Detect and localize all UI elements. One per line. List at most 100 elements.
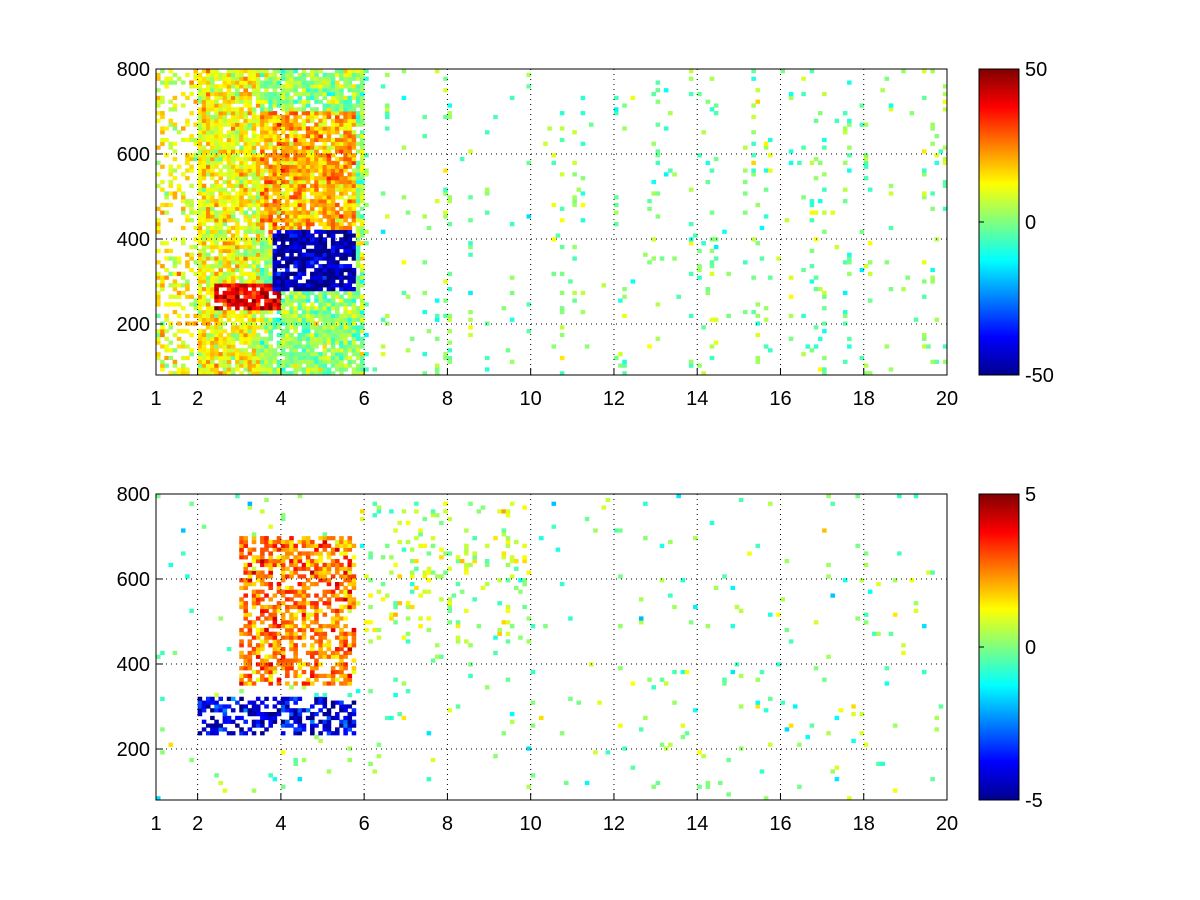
heatmap-cell xyxy=(322,210,328,215)
heatmap-cell xyxy=(351,256,357,261)
heatmap-cell xyxy=(318,172,323,177)
heatmap-cell xyxy=(622,103,627,108)
heatmap-cell xyxy=(314,95,319,101)
heatmap-cell xyxy=(280,352,286,357)
heatmap-cell xyxy=(272,218,278,223)
heatmap-cell xyxy=(272,715,278,721)
heatmap-cell xyxy=(505,348,511,353)
heatmap-cell xyxy=(230,313,236,319)
heatmap-cell xyxy=(310,76,315,81)
heatmap-cell xyxy=(339,137,344,143)
heatmap-cell xyxy=(226,107,232,112)
heatmap-cell xyxy=(239,551,244,556)
heatmap-cell xyxy=(289,302,294,307)
heatmap-cell xyxy=(443,501,448,506)
heatmap-cell xyxy=(164,210,169,215)
heatmap-cell xyxy=(301,662,307,667)
heatmap-cell xyxy=(343,202,348,208)
heatmap-cell xyxy=(197,225,203,231)
heatmap-cell xyxy=(393,612,398,617)
heatmap-cell xyxy=(226,352,232,357)
heatmap-cell xyxy=(280,555,286,560)
heatmap-cell xyxy=(197,371,203,376)
heatmap-cell xyxy=(310,283,315,288)
heatmap-cell xyxy=(709,271,715,276)
heatmap-cell xyxy=(743,260,748,265)
heatmap-cell xyxy=(326,769,332,774)
heatmap-cell xyxy=(197,248,203,254)
heatmap-cell xyxy=(276,95,282,101)
heatmap-cell xyxy=(347,578,353,583)
heatmap-cell xyxy=(347,355,353,361)
heatmap-cell xyxy=(384,214,390,219)
heatmap-cell xyxy=(326,233,332,238)
heatmap-cell xyxy=(305,681,311,686)
heatmap-cell xyxy=(276,559,282,564)
heatmap-cell xyxy=(285,631,290,636)
heatmap-cell xyxy=(355,88,361,93)
heatmap-cell xyxy=(226,248,232,254)
heatmap-cell xyxy=(260,84,265,89)
heatmap-cell xyxy=(347,88,353,93)
heatmap-cell xyxy=(285,275,290,280)
heatmap-cell xyxy=(218,321,224,326)
heatmap-cell xyxy=(243,562,248,568)
heatmap-cell xyxy=(343,332,348,338)
heatmap-cell xyxy=(339,244,344,250)
heatmap-cell xyxy=(289,222,294,227)
heatmap-cell xyxy=(289,666,294,671)
heatmap-cell xyxy=(788,336,794,341)
heatmap-cell xyxy=(260,95,265,101)
heatmap-cell xyxy=(347,137,353,143)
heatmap-cell xyxy=(205,76,211,81)
heatmap-cell xyxy=(210,214,215,219)
heatmap-cell xyxy=(260,317,265,322)
heatmap-cell xyxy=(359,317,365,322)
heatmap-cell xyxy=(226,195,232,200)
heatmap-cell xyxy=(210,218,215,223)
heatmap-cell xyxy=(160,187,165,192)
heatmap-cell xyxy=(205,700,211,705)
heatmap-cell xyxy=(268,95,273,101)
heatmap-cell xyxy=(243,172,248,177)
heatmap-cell xyxy=(280,241,286,246)
heatmap-cell xyxy=(305,256,311,261)
heatmap-cell xyxy=(318,708,323,713)
heatmap-cell xyxy=(268,624,273,629)
heatmap-cell xyxy=(314,604,319,610)
heatmap-cell xyxy=(359,241,365,246)
heatmap-cell xyxy=(185,95,190,101)
heatmap-cell xyxy=(276,214,282,219)
heatmap-cell xyxy=(343,248,348,254)
heatmap-cell xyxy=(314,367,319,372)
heatmap-cell xyxy=(255,191,261,196)
heatmap-cell xyxy=(205,340,211,345)
heatmap-cell xyxy=(210,708,215,713)
heatmap-cell xyxy=(605,497,611,503)
heatmap-cell xyxy=(301,187,307,192)
heatmap-cell xyxy=(280,191,286,196)
heatmap-cell xyxy=(164,313,169,319)
heatmap-cell xyxy=(572,244,577,250)
heatmap-cell xyxy=(705,160,711,166)
heatmap-cell xyxy=(347,160,353,166)
heatmap-cell xyxy=(343,275,348,280)
heatmap-cell xyxy=(255,237,261,242)
heatmap-cell xyxy=(205,195,211,200)
heatmap-cell xyxy=(251,294,257,299)
heatmap-cell xyxy=(239,145,244,150)
heatmap-cell xyxy=(235,237,240,242)
heatmap-cell xyxy=(722,681,727,686)
heatmap-cell xyxy=(289,612,294,617)
heatmap-cell xyxy=(226,137,232,143)
heatmap-cell xyxy=(326,578,332,583)
heatmap-cell xyxy=(297,99,303,104)
heatmap-cell xyxy=(214,156,219,162)
heatmap-cell xyxy=(751,309,756,315)
heatmap-cell xyxy=(663,126,669,131)
heatmap-cell xyxy=(318,325,323,330)
heatmap-cell xyxy=(251,252,257,257)
heatmap-cell xyxy=(205,210,211,215)
heatmap-cell xyxy=(347,210,353,215)
heatmap-cell xyxy=(235,306,240,311)
